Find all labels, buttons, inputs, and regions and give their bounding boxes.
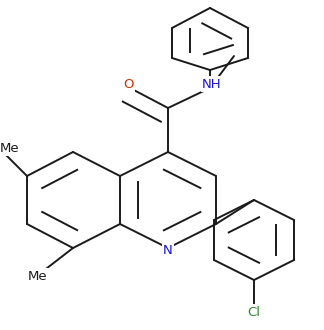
Text: Me: Me (28, 270, 48, 282)
Text: O: O (123, 78, 133, 90)
Text: Me: Me (0, 142, 20, 154)
Text: N: N (163, 244, 173, 256)
Text: Cl: Cl (248, 306, 260, 318)
Text: NH: NH (202, 78, 222, 90)
